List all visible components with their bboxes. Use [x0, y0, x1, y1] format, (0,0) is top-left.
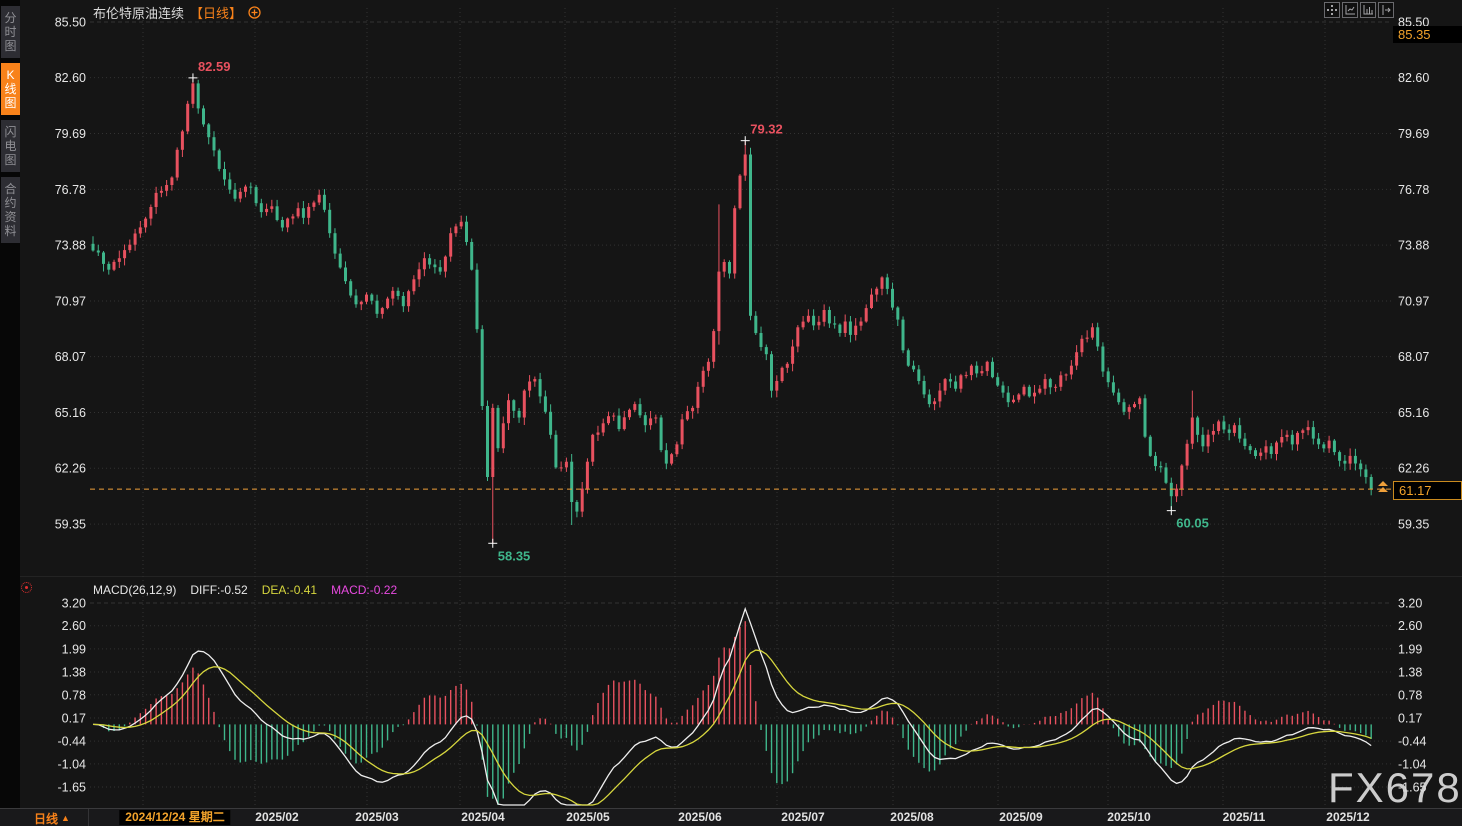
panel-divider [20, 576, 1462, 577]
diff-line [92, 606, 1372, 806]
y-axis-label: 76.78 [1398, 183, 1429, 197]
price-annotation: 82.59 [198, 59, 231, 74]
y-axis-label: 62.26 [1398, 462, 1429, 476]
date-label: 2025/10 [1107, 810, 1151, 824]
bar-chart-icon[interactable] [1360, 2, 1376, 18]
y-axis-label: 76.78 [55, 183, 86, 197]
y-axis-label: 73.88 [1398, 239, 1429, 253]
date-label: 2025/03 [355, 810, 399, 824]
y-axis-label: 79.69 [1398, 127, 1429, 141]
date-label: 2025/04 [461, 810, 505, 824]
y-axis-label: 70.97 [1398, 294, 1429, 308]
sidebar-item-kline-chart[interactable]: K线图 [1, 63, 20, 115]
date-label: 2025/05 [566, 810, 610, 824]
y-axis-label: 3.20 [1398, 596, 1422, 610]
chart-title: 布伦特原油连续 【日线】 [93, 3, 261, 22]
y-axis-label: 62.26 [55, 462, 86, 476]
y-axis-label: 2.60 [1398, 619, 1422, 633]
watermark: FX678 [1328, 764, 1462, 811]
macd-diff-value: DIFF:-0.52 [190, 583, 248, 597]
macd-params-label: MACD(26,12,9) [93, 583, 177, 597]
move-icon[interactable] [1324, 2, 1340, 18]
y-axis-label: 82.60 [1398, 71, 1429, 85]
date-label: 2025/06 [678, 810, 722, 824]
selected-date-label: 2024/12/24 星期二 [119, 810, 231, 825]
y-axis-label: 1.99 [1398, 642, 1422, 656]
y-axis-label: 65.16 [1398, 406, 1429, 420]
y-axis-label: -0.44 [1398, 735, 1427, 749]
chart-toolbar [1324, 2, 1394, 18]
macd-histogram [97, 621, 1372, 805]
y-axis-label: 85.50 [55, 16, 86, 30]
y-axis-label: -1.65 [58, 781, 87, 795]
y-axis-label: 0.17 [62, 711, 86, 725]
y-axis-label: -0.44 [58, 735, 87, 749]
date-label: 2025/08 [890, 810, 934, 824]
y-axis-label: 0.78 [62, 688, 86, 702]
y-axis-label: 59.35 [1398, 518, 1429, 532]
y-axis-label: 0.78 [1398, 688, 1422, 702]
period-label: 【日线】 [190, 6, 243, 21]
indicator-settings-icon[interactable] [21, 582, 32, 593]
y-axis-label: 68.07 [55, 350, 86, 364]
last-price-tag: 61.17 [1393, 481, 1462, 500]
date-label: 2025/11 [1222, 810, 1266, 824]
line-chart-icon[interactable] [1342, 2, 1358, 18]
candlestick-series [91, 77, 1373, 544]
y-axis-label: 73.88 [55, 239, 86, 253]
price-marker-icon [1378, 481, 1388, 492]
sidebar-item-contract-info[interactable]: 合约资料 [1, 177, 20, 243]
y-axis-label: 0.17 [1398, 711, 1422, 725]
y-axis-label: 2.60 [62, 619, 86, 633]
x-axis-bar: 日线 ▲ 2024/12/24 星期二 2025/02 2025/03 2025/04… [0, 808, 1462, 826]
y-axis-label: 82.60 [55, 71, 86, 85]
grid-lines [90, 8, 1392, 806]
y-axis-label: 59.35 [55, 518, 86, 532]
y-axis-label: 70.97 [55, 294, 86, 308]
date-label: 2025/02 [255, 810, 299, 824]
price-annotations: 82.59 79.32 58.35 60.05 [188, 59, 1209, 563]
price-annotation: 79.32 [750, 122, 783, 137]
y-axis-label: 68.07 [1398, 350, 1429, 364]
period-selector[interactable]: 日线 ▲ [0, 809, 89, 826]
y-axis-label: 1.99 [62, 642, 86, 656]
add-indicator-icon[interactable] [248, 6, 261, 19]
period-selector-label: 日线 [34, 811, 59, 826]
macd-dea-value: DEA:-0.41 [261, 583, 318, 597]
price-annotation: 60.05 [1176, 516, 1209, 531]
y-axis-label: -1.04 [1398, 757, 1427, 771]
date-label: 2025/12 [1326, 810, 1370, 824]
sidebar-item-time-chart[interactable]: 分时图 [1, 6, 20, 58]
y-axis-label: 3.20 [62, 596, 86, 610]
sidebar-item-lightning-chart[interactable]: 闪电图 [1, 120, 20, 172]
y-axis-label: 1.38 [1398, 666, 1422, 680]
session-high-tag: 85.35 [1393, 26, 1462, 43]
y-axis-label: -1.65 [1398, 781, 1427, 795]
y-axis-label: 1.38 [62, 666, 86, 680]
date-label: 2025/09 [999, 810, 1043, 824]
y-axis-label: 65.16 [55, 406, 86, 420]
dea-line [92, 649, 1372, 806]
date-label: 2025/07 [781, 810, 825, 824]
price-annotation: 58.35 [498, 548, 531, 563]
y-axis-label: 79.69 [55, 127, 86, 141]
macd-macd-value: MACD:-0.22 [331, 583, 398, 597]
sidebar: 分时图 K线图 闪电图 合约资料 [0, 0, 20, 808]
symbol-name: 布伦特原油连续 [93, 6, 185, 21]
triangle-up-icon: ▲ [61, 813, 70, 823]
macd-header: MACD(26,12,9) DIFF:-0.52 DEA:-0.41 MACD:… [93, 583, 397, 597]
last-price-line [90, 481, 1392, 492]
macd-lines [92, 606, 1372, 806]
y-axis-label: -1.04 [58, 757, 87, 771]
exit-icon[interactable] [1378, 2, 1394, 18]
